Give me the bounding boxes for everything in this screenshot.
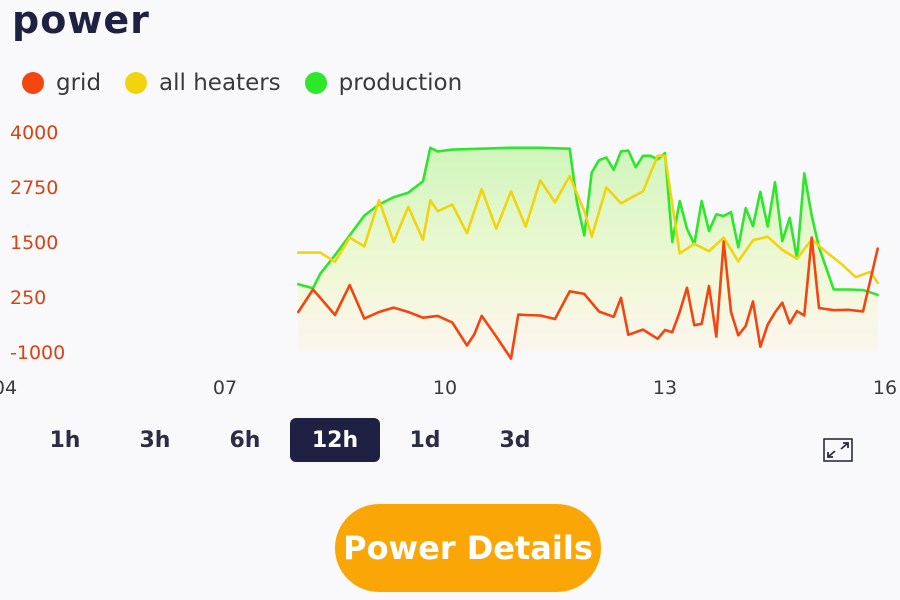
x-tick-label: 04: [0, 377, 17, 399]
chart-legend: grid all heaters production: [22, 70, 486, 96]
legend-dot-icon: [22, 72, 44, 94]
range-button-6h[interactable]: 6h: [229, 427, 261, 453]
legend-dot-icon: [304, 72, 327, 94]
y-tick-label: -1000: [10, 342, 65, 364]
legend-label: all heaters: [159, 70, 281, 96]
production-area-fill: [298, 147, 878, 352]
legend-item-all-heaters[interactable]: all heaters: [125, 70, 281, 96]
expand-icon-graphic: [823, 438, 853, 462]
series-line-grid: [296, 236, 880, 360]
y-tick-label: 250: [10, 287, 46, 309]
y-tick-label: 1500: [10, 232, 58, 254]
legend-item-grid[interactable]: grid: [22, 70, 101, 96]
legend-label: grid: [56, 70, 102, 96]
range-button-1d[interactable]: 1d: [409, 427, 441, 453]
expand-arrows-icon[interactable]: [822, 436, 854, 464]
legend-dot-icon: [125, 72, 148, 94]
x-tick-label: 13: [653, 377, 677, 399]
range-button-3h[interactable]: 3h: [139, 427, 171, 453]
time-range-selector: 1h 3h 6h 12h 1d 3d: [20, 418, 560, 462]
power-chart: 4000 2750 1500 250 -1000 04 07 10 13 16: [0, 122, 897, 399]
range-button-3d[interactable]: 3d: [499, 427, 531, 453]
y-tick-label: 2750: [10, 177, 58, 199]
legend-label: production: [338, 70, 463, 96]
y-tick-label: 4000: [10, 122, 58, 144]
legend-item-production[interactable]: production: [304, 70, 463, 96]
series-line-production: [296, 146, 880, 297]
series-line-all-heaters: [296, 154, 880, 285]
x-tick-label: 07: [213, 377, 237, 399]
chart-title: power: [12, 0, 150, 42]
range-button-1h[interactable]: 1h: [49, 427, 81, 453]
x-tick-label: 10: [433, 377, 457, 399]
x-tick-label: 16: [873, 377, 897, 399]
range-button-12h[interactable]: 12h: [290, 418, 380, 462]
power-details-button[interactable]: Power Details: [335, 504, 601, 592]
